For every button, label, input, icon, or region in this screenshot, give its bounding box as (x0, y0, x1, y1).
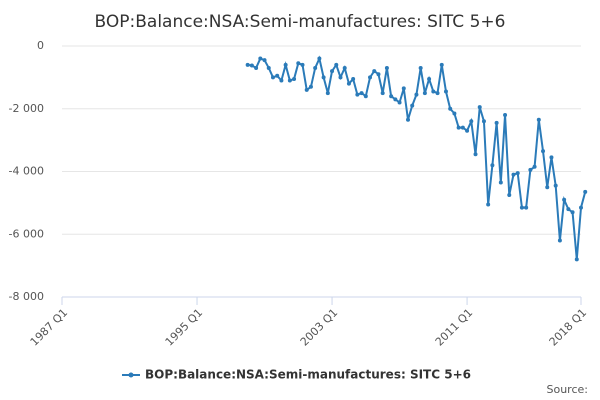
point (435, 91, 440, 96)
point (283, 62, 288, 67)
point (287, 78, 292, 83)
point (249, 63, 254, 68)
point (456, 125, 461, 130)
point (258, 56, 263, 61)
point (486, 202, 491, 207)
point (494, 120, 499, 125)
point (321, 75, 326, 80)
point (262, 58, 267, 63)
point (583, 189, 588, 194)
point (325, 91, 330, 96)
point (532, 164, 537, 169)
point (469, 119, 474, 124)
point (359, 91, 364, 96)
point (473, 152, 478, 157)
point (481, 119, 486, 124)
point (465, 128, 470, 133)
point (368, 75, 373, 80)
point (511, 172, 516, 177)
point (270, 75, 275, 80)
point (308, 84, 313, 89)
point (279, 78, 284, 83)
point (507, 193, 512, 198)
y-tick-label: -2 000 (9, 102, 44, 115)
point (524, 205, 529, 210)
x-tick-label: 2011 Q1 (433, 306, 476, 349)
point (317, 56, 322, 61)
point (275, 73, 280, 78)
x-tick-label: 2003 Q1 (298, 306, 341, 349)
point (553, 183, 558, 188)
point (351, 76, 356, 81)
point (422, 91, 427, 96)
point (410, 103, 415, 108)
x-tick-label: 2018 Q1 (547, 306, 590, 349)
chart-title: BOP:Balance:NSA:Semi-manufactures: SITC … (95, 12, 506, 32)
point (372, 69, 377, 74)
series-line (247, 55, 587, 260)
point (292, 76, 297, 81)
point (330, 69, 335, 74)
y-tick-label: 0 (37, 39, 44, 52)
point (363, 94, 368, 99)
point (338, 75, 343, 80)
point (334, 62, 339, 67)
point (490, 163, 495, 168)
legend-marker (128, 372, 134, 378)
point (570, 210, 575, 215)
point (397, 100, 402, 105)
source: Source: (547, 383, 589, 396)
y-tick-label: -6 000 (9, 227, 44, 240)
legend-label: BOP:Balance:NSA:Semi-manufactures: SITC … (145, 368, 471, 382)
point (313, 65, 318, 70)
point (304, 87, 309, 92)
point (574, 257, 579, 262)
point (579, 205, 583, 210)
point (503, 113, 508, 118)
point (557, 238, 562, 243)
point (443, 89, 448, 94)
point (460, 125, 465, 130)
point (519, 205, 524, 210)
point (562, 197, 567, 202)
y-tick-label: -4 000 (9, 165, 44, 178)
point (355, 92, 360, 97)
point (389, 94, 394, 99)
point (266, 65, 271, 70)
point (254, 65, 259, 70)
point (300, 62, 305, 67)
point (528, 167, 533, 172)
point (376, 72, 381, 77)
point (418, 65, 423, 70)
x-tick-label: 1995 Q1 (163, 306, 206, 349)
point (296, 61, 301, 66)
point (380, 91, 385, 96)
point (414, 92, 419, 97)
point (439, 62, 444, 67)
point (477, 105, 482, 110)
y-tick-label: -8 000 (9, 290, 44, 303)
point (342, 65, 347, 70)
point (452, 111, 457, 116)
x-tick-label: 1987 Q1 (28, 306, 71, 349)
point (427, 76, 432, 81)
point (549, 155, 554, 160)
point (393, 97, 398, 102)
point (384, 65, 389, 70)
point (406, 117, 410, 122)
point (566, 207, 571, 212)
point (346, 81, 351, 86)
point (545, 185, 550, 190)
point (515, 171, 520, 176)
point (401, 86, 406, 91)
point (498, 180, 503, 185)
point (245, 62, 250, 67)
point (448, 106, 453, 111)
point (541, 149, 546, 154)
point (431, 89, 436, 94)
point (536, 117, 541, 122)
